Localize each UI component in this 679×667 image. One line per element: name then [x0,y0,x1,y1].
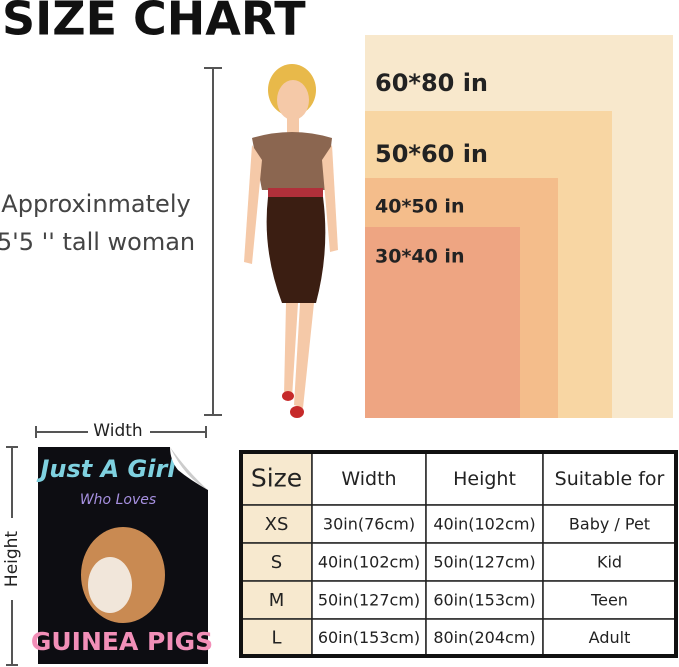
table-cell [542,580,677,620]
table-header: Suitable for [555,468,665,490]
table-cell-text: M [269,590,285,611]
table-border [239,450,678,658]
table-cell-text: 50in(127cm) [433,553,535,572]
poster-line: GUINEA PIGS [31,627,213,656]
woman-label: Approxinmately [1,190,190,218]
table-cell-text: 40in(102cm) [433,515,535,534]
woman-figure [244,64,338,418]
table-cell-text: Kid [597,553,622,572]
poster-line: Just A Girl [36,455,176,483]
table-header: Height [453,468,516,490]
table-cell [542,618,677,657]
width-label: Width [93,421,142,441]
table-cell-text: 80in(204cm) [433,628,535,647]
table-cell [425,618,544,657]
table-cell [425,451,544,506]
poster-line: Who Loves [80,492,156,508]
table-cell [542,542,677,582]
table-cell [311,542,427,582]
table-cell [425,542,544,582]
table-header: Size [251,464,302,493]
blanket-label: 30*40 in [375,246,464,268]
woman-label: 5'5 '' tall woman [0,228,195,256]
table-cell-text: L [271,628,281,649]
table-cell-text: XS [265,514,289,535]
table-cell [542,451,677,506]
poster-curl [170,447,208,490]
guinea-pig-face [88,557,132,613]
table-cell-text: S [271,552,282,573]
blanket-label: 40*50 in [375,196,464,218]
table-cell [240,580,313,620]
table-cell-text: Teen [590,591,628,610]
table-header: Width [341,468,396,490]
blanket-label: 50*60 in [375,140,488,168]
title: SIZE CHART [2,0,306,46]
table-cell [311,504,427,544]
height-label: Height [2,531,22,588]
table-cell [311,580,427,620]
blanket-s [365,227,520,418]
blanket-label: 60*80 in [375,69,488,97]
height-ruler [204,67,222,416]
table-cell-text: 60in(153cm) [318,628,420,647]
table-cell-text: Baby / Pet [569,515,650,534]
poster-rulers [6,426,207,666]
table-cell [542,504,677,544]
table-cell-text: 60in(153cm) [433,591,535,610]
table-cell-text: 50in(127cm) [318,591,420,610]
table-cell-text: Adult [589,628,631,647]
table-cell-text: 30in(76cm) [323,515,415,534]
table-cell-text: 40in(102cm) [318,553,420,572]
